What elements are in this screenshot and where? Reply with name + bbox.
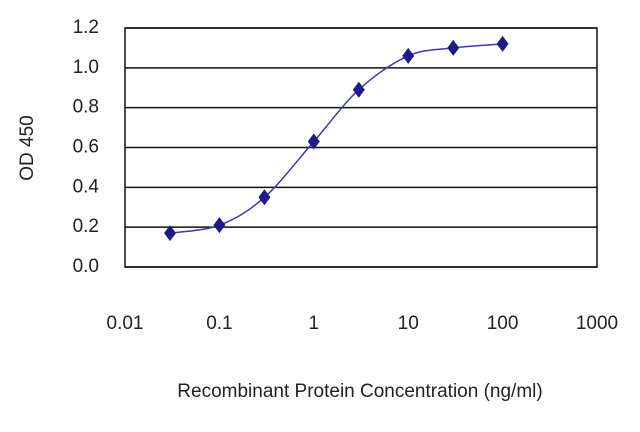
- y-tick-label: 0.2: [73, 216, 99, 237]
- y-tick-label: 1.0: [73, 57, 99, 78]
- data-point: [496, 35, 509, 52]
- data-point: [447, 39, 460, 56]
- y-tick-label: 0.4: [73, 176, 100, 197]
- data-point: [213, 217, 226, 234]
- x-tick-label: 1: [309, 313, 320, 334]
- x-tick-label: 0.1: [206, 313, 232, 334]
- y-tick-label: 0.6: [73, 137, 99, 158]
- x-tick-label: 100: [487, 313, 519, 334]
- x-axis-label: Recombinant Protein Concentration (ng/ml…: [177, 381, 542, 402]
- fit-line: [169, 43, 503, 234]
- x-tick-label: 10: [398, 313, 419, 334]
- data-point: [307, 133, 320, 150]
- x-tick-label: 1000: [576, 313, 618, 334]
- y-tick-label: 0.0: [73, 256, 99, 277]
- data-point: [258, 189, 271, 206]
- y-axis-label: OD 450: [17, 115, 38, 180]
- x-tick-label: 0.01: [107, 313, 144, 334]
- data-point: [352, 81, 365, 98]
- data-point: [164, 225, 177, 242]
- data-point: [402, 47, 415, 64]
- plot-frame: [124, 27, 598, 268]
- y-tick-label: 0.8: [73, 97, 99, 118]
- y-tick-label: 1.2: [73, 17, 99, 38]
